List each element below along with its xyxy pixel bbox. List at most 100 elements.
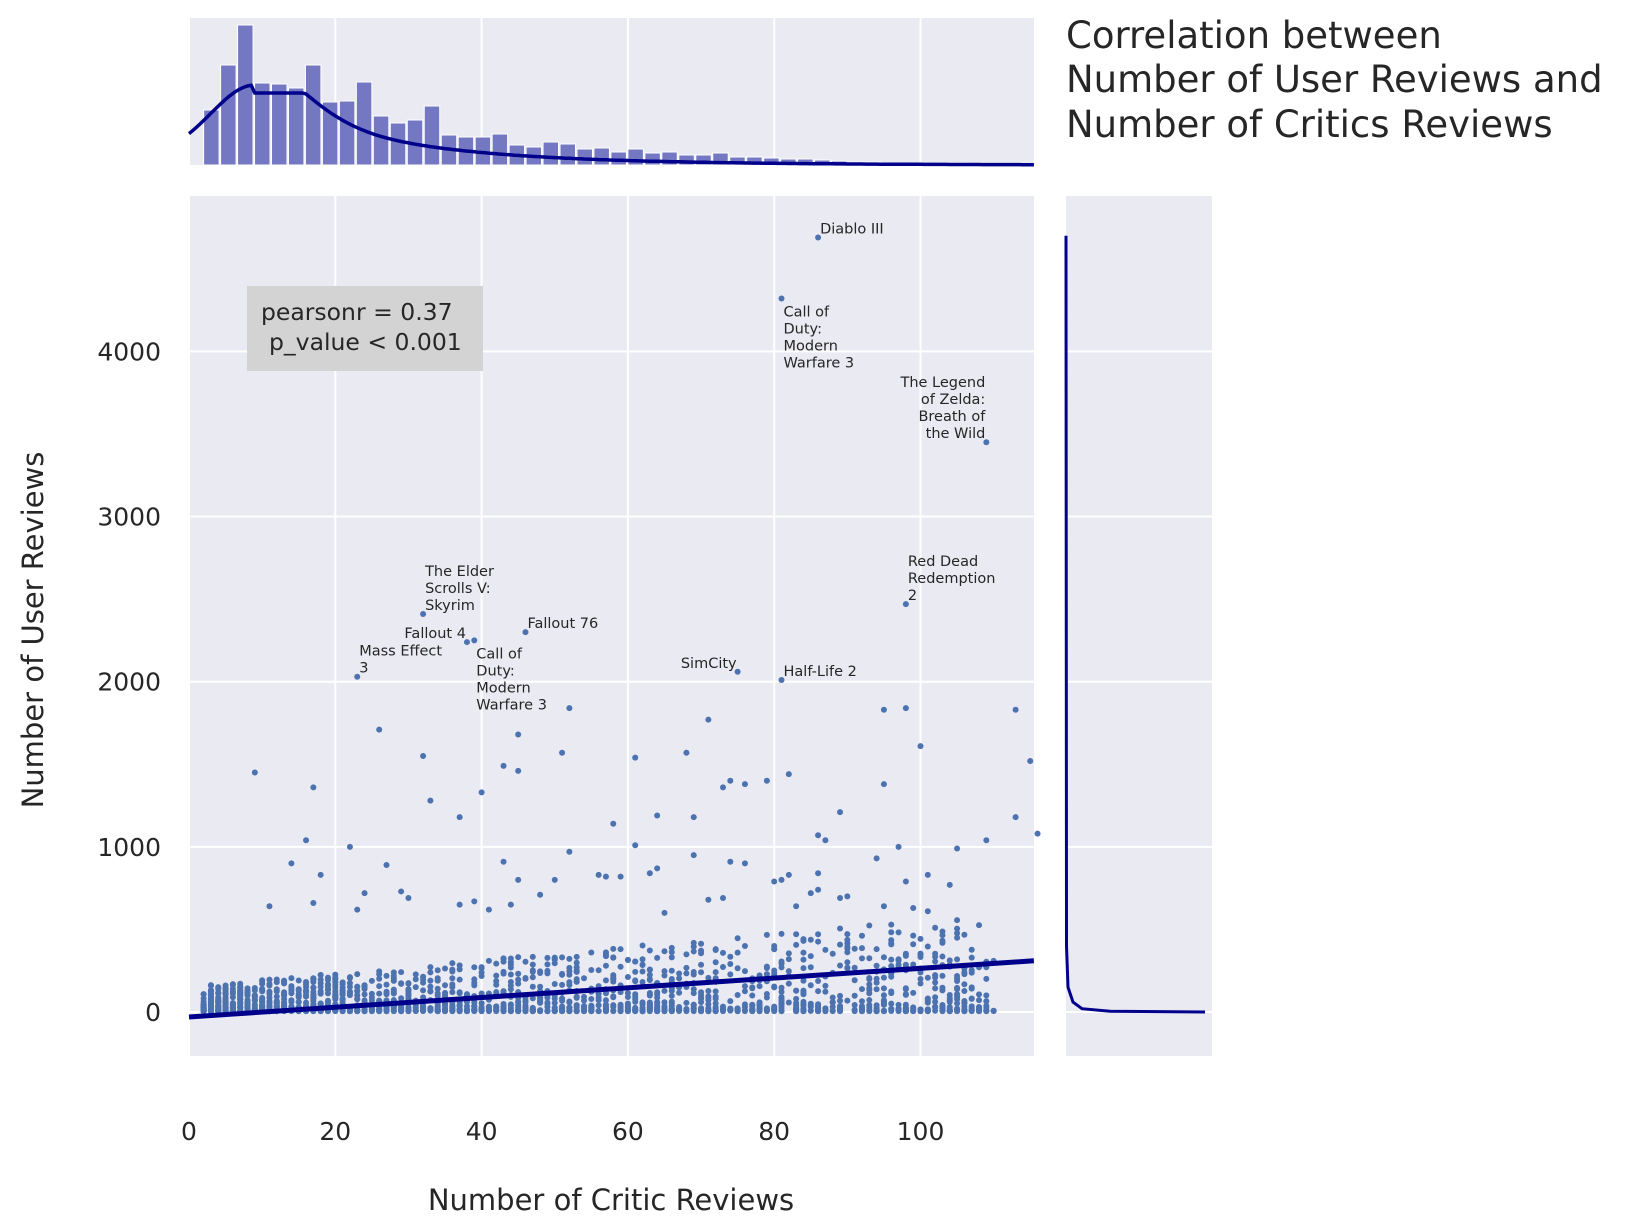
data-point [858, 945, 865, 952]
histogram-bar [576, 148, 593, 166]
data-point [807, 936, 814, 943]
data-point [281, 991, 288, 998]
x-tick-label: 0 [181, 1117, 197, 1146]
data-point [551, 981, 558, 988]
data-point [917, 1006, 924, 1013]
data-point [573, 968, 580, 975]
data-point [661, 987, 668, 994]
data-point [573, 1002, 580, 1009]
data-point [698, 994, 705, 1001]
data-point [793, 903, 800, 910]
data-point [581, 975, 588, 982]
data-point [427, 988, 434, 995]
data-point [851, 992, 858, 999]
data-point [822, 946, 829, 953]
data-point [712, 1007, 719, 1014]
data-point [939, 984, 946, 991]
data-point [954, 956, 961, 963]
data-point [478, 789, 485, 796]
y-tick-label: 4000 [97, 337, 161, 366]
data-point [837, 895, 844, 902]
data-point [427, 797, 434, 804]
data-point [880, 954, 887, 961]
data-point [741, 968, 748, 975]
data-point [646, 947, 653, 954]
histogram-bar [220, 64, 237, 166]
data-point [698, 969, 705, 976]
data-point [346, 992, 353, 999]
data-point [537, 995, 544, 1002]
data-point [617, 963, 624, 970]
data-point [976, 991, 983, 998]
data-point [822, 1005, 829, 1012]
stat-box-line-2: p_value < 0.001 [269, 328, 462, 356]
annotation-text: Red Dead [908, 554, 978, 570]
data-point [954, 934, 961, 941]
data-point [646, 1004, 653, 1011]
data-point [544, 994, 551, 1001]
data-point [888, 921, 895, 928]
data-point [654, 1005, 661, 1012]
data-point [544, 967, 551, 974]
data-point [815, 938, 822, 945]
data-point [924, 1006, 931, 1013]
data-point [303, 987, 310, 994]
data-point [281, 996, 288, 1003]
data-point [420, 1004, 427, 1011]
data-point [668, 967, 675, 974]
data-point [734, 991, 741, 998]
data-point [515, 970, 522, 977]
data-point [683, 970, 690, 977]
annotated-point [522, 629, 529, 636]
data-point [873, 1002, 880, 1009]
data-point [207, 996, 214, 1003]
histogram-bar [321, 101, 339, 166]
data-point [727, 960, 734, 967]
data-point [939, 939, 946, 946]
data-point [559, 954, 566, 961]
data-point [661, 968, 668, 975]
data-point [902, 1008, 909, 1015]
title-line-2: Number of User Reviews and [1066, 58, 1603, 101]
data-point [602, 1002, 609, 1009]
data-point [420, 976, 427, 983]
data-point [566, 964, 573, 971]
data-point [632, 968, 639, 975]
top-marginal-kde-curve [187, 83, 1034, 167]
data-point [654, 994, 661, 1001]
data-point [390, 969, 397, 976]
data-point [456, 1002, 463, 1009]
data-point [880, 974, 887, 981]
data-point [661, 948, 668, 955]
data-point [712, 959, 719, 966]
data-point [961, 1000, 968, 1007]
data-point [442, 982, 449, 989]
data-point [668, 949, 675, 956]
right-marginal-histogram [1064, 196, 1212, 1056]
histogram-bar [729, 156, 746, 166]
data-point [295, 999, 302, 1006]
data-point [741, 781, 748, 788]
data-point [317, 871, 324, 878]
data-point [222, 1006, 229, 1013]
data-point [888, 988, 895, 995]
data-point [961, 981, 968, 988]
data-point [654, 812, 661, 819]
data-point [800, 956, 807, 963]
data-point [676, 989, 683, 996]
data-point [522, 958, 529, 965]
data-point [346, 843, 353, 850]
data-point [968, 946, 975, 953]
annotated-point [902, 601, 909, 608]
data-point [968, 995, 975, 1002]
data-point [734, 949, 741, 956]
data-point [946, 1007, 953, 1014]
data-point [559, 970, 566, 977]
data-point [354, 987, 361, 994]
data-point [478, 1005, 485, 1012]
data-point [705, 1006, 712, 1013]
data-point [829, 950, 836, 957]
annotated-point [815, 234, 822, 241]
data-point [756, 1001, 763, 1008]
data-point [844, 931, 851, 938]
